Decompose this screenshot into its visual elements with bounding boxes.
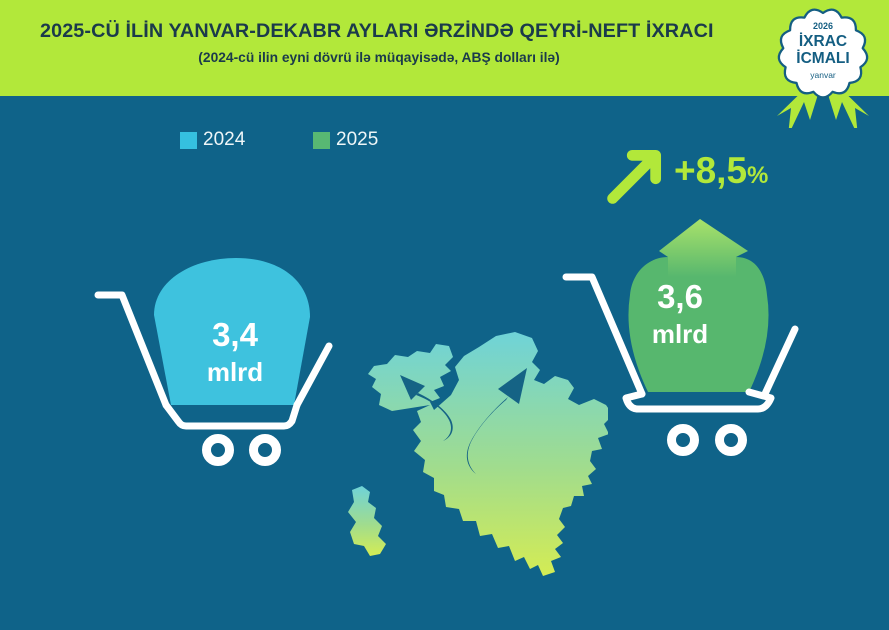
svg-text:İXRAC: İXRAC — [799, 33, 847, 50]
svg-text:2026: 2026 — [813, 21, 833, 31]
svg-text:yanvar: yanvar — [810, 70, 836, 80]
svg-text:İCMALI: İCMALI — [796, 50, 849, 67]
